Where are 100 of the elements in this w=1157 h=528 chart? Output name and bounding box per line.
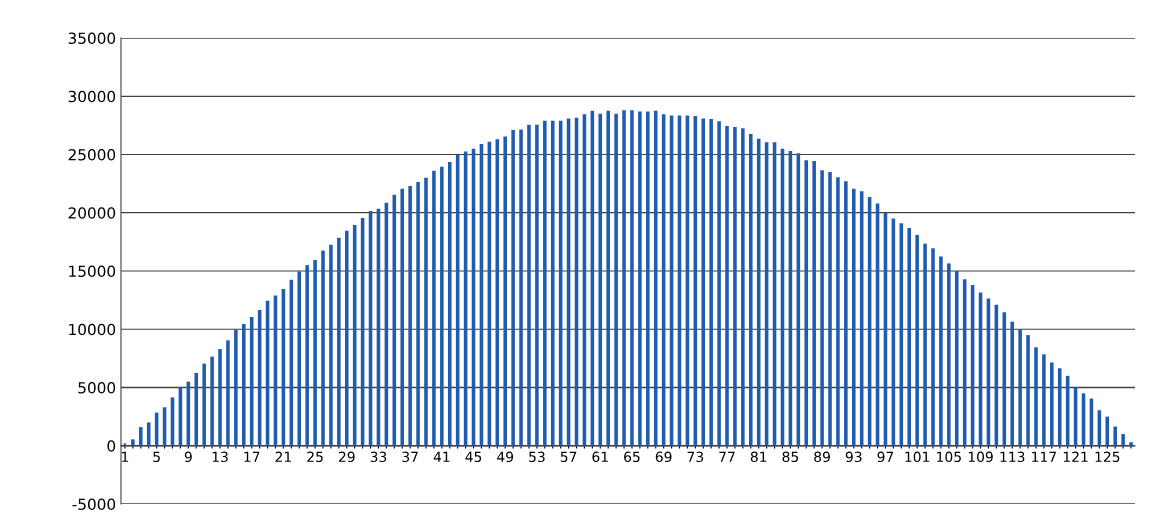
bar [447,162,452,446]
bar [527,124,531,446]
bar [630,110,634,446]
x-tick-label: 41 [433,451,450,462]
y-tick-label: 35000 [68,32,116,45]
bar [210,356,214,446]
bar [218,349,222,446]
x-tick-label: 113 [1000,451,1025,463]
y-tick-label: -5000 [72,498,116,511]
x-tick-label: 73 [687,451,704,463]
y-tick-label: 10000 [69,323,116,336]
bar [432,170,436,446]
bar [1121,434,1125,446]
bar [297,271,302,446]
bar [511,130,515,446]
bar [424,177,428,446]
bar [954,271,959,446]
x-tick-label: 65 [624,451,640,463]
bar [931,248,935,446]
x-tick-label: 77 [719,451,735,462]
bar [622,110,626,446]
bar [519,129,523,446]
x-tick-label: 85 [782,451,799,463]
x-tick-label: 13 [212,451,228,463]
bar [416,181,420,446]
bar [733,127,737,446]
x-tick-label: 109 [968,451,993,463]
x-tick-label: 97 [877,451,894,463]
bar [812,160,816,446]
bar [1042,354,1046,446]
x-tick-label: 121 [1063,451,1088,462]
x-tick-label: 33 [370,451,387,463]
y-tick-label: 30000 [68,90,116,103]
bar [305,265,309,446]
bar [844,181,848,446]
bar [1010,321,1014,446]
bar [1113,426,1117,446]
bar [614,113,618,446]
bar [1018,329,1022,446]
x-tick-label: 53 [529,451,545,463]
bar [408,185,412,446]
bar [1034,347,1038,446]
x-tick-label: 57 [560,451,577,463]
bar [725,125,729,446]
x-tick-label: 1 [122,451,129,462]
x-tick-label: 69 [655,451,672,463]
bar [321,250,325,446]
bar [646,111,650,446]
bar [749,134,753,446]
y-tick-label: 15000 [69,265,116,278]
bar [139,427,143,446]
bar [741,128,745,446]
bar [851,188,856,446]
x-tick-label: 9 [184,451,192,463]
bar [717,121,721,446]
bar [313,259,317,446]
x-tick-label: 93 [845,451,862,463]
x-tick-label: 5 [153,451,160,463]
bar [923,243,927,446]
y-tick-label: 25000 [68,148,116,161]
bar [535,124,539,446]
bar [701,118,706,446]
bar [344,230,349,446]
x-tick-label: 61 [592,451,608,463]
x-tick-label: 17 [244,451,260,462]
bar [828,171,832,446]
x-tick-label: 45 [465,451,482,463]
x-tick-label: 37 [402,451,418,463]
x-tick-label: 21 [275,451,291,462]
bar [440,166,444,446]
bar [836,177,840,446]
bar [1129,442,1133,446]
bar [131,439,135,446]
bar [242,324,246,446]
x-tick-label: 105 [937,451,961,463]
bar [907,227,912,446]
bar [202,363,206,446]
bar [337,237,341,446]
x-tick-label: 29 [338,451,355,463]
bar [400,188,405,446]
bar [598,113,603,446]
bar [146,422,151,446]
y-tick-label: 0 [107,440,116,452]
bar [550,120,555,446]
bar [543,120,547,446]
bar [194,372,199,446]
bar [804,160,809,446]
bar [653,110,658,446]
bar [503,136,507,446]
bar [226,340,230,446]
bar [947,263,951,446]
y-tick-label: 5000 [78,381,116,394]
x-tick-label: 25 [307,451,323,463]
bar [709,118,713,446]
bar [638,111,642,446]
x-tick-label: 101 [905,451,930,463]
x-tick-label: 117 [1032,451,1056,462]
bar [1026,335,1030,446]
bar [1105,416,1110,446]
y-tick-label: 20000 [68,207,116,219]
